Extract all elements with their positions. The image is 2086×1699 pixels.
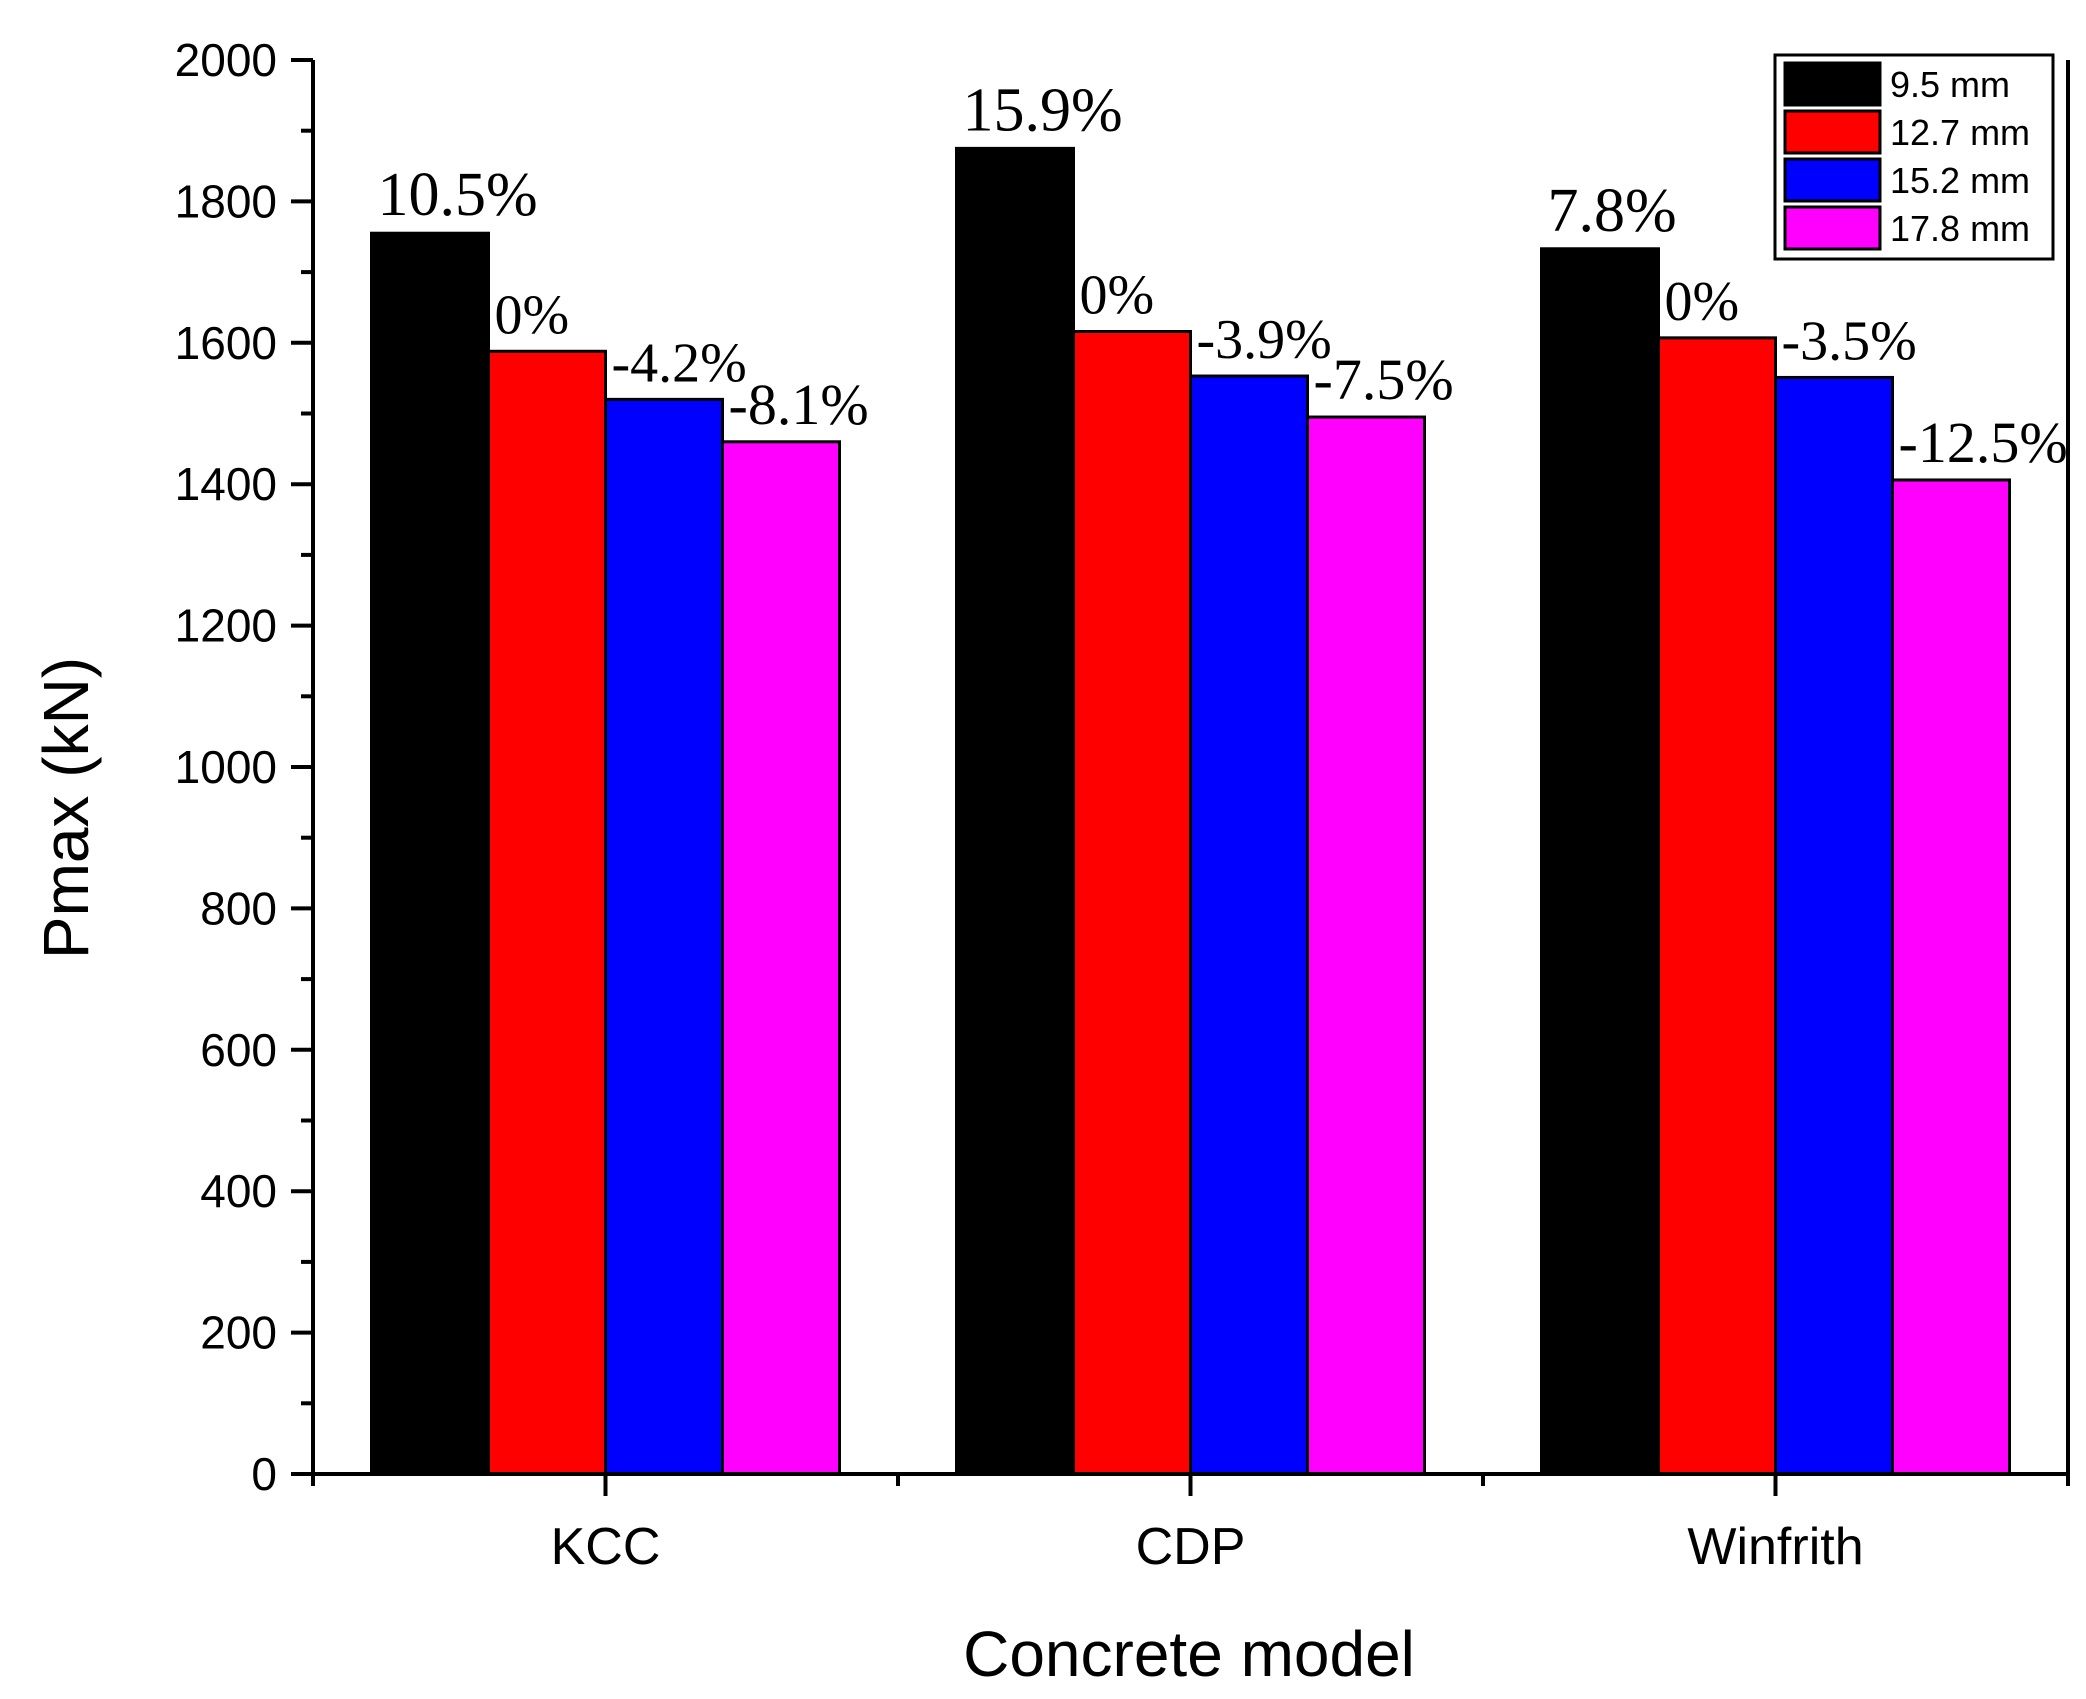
y-tick-label: 2000 [175,34,277,86]
data-label: 0% [495,284,570,346]
data-label: 15.9% [963,76,1123,144]
data-label: -12.5% [1899,410,2068,475]
axes-layer: 0 200 400 600 800 1000 1200 1400 1600 1800 2000 KCC… [175,34,2070,1576]
y-tick-label: 1200 [175,600,277,652]
legend-label: 9.5 mm [1890,64,2010,105]
bar-cdp-17-8-mm [1306,415,1426,1476]
data-label: -3.9% [1197,309,1332,371]
y-tick-label: 1600 [175,317,277,369]
legend-label: 17.8 mm [1890,208,2030,249]
bar-kcc-9-5-mm [370,231,490,1476]
y-tick-label: 1000 [175,741,277,793]
bar-kcc-17-8-mm [721,440,841,1476]
legend-swatch [1783,205,1882,251]
bar-winfrith-17-8-mm [1891,478,2011,1476]
x-tick-label: Winfrith [1687,1518,1863,1576]
x-tick-label: KCC [551,1518,661,1576]
bar-winfrith-15-2-mm [1774,375,1894,1476]
y-tick-label: 1400 [175,458,277,510]
data-label: -7.5% [1314,347,1454,412]
legend-label: 15.2 mm [1890,160,2030,201]
bar-kcc-12-7-mm [487,349,607,1476]
y-tick-label: 600 [200,1024,277,1076]
bars-layer [370,146,2011,1476]
data-label: -8.1% [729,372,869,437]
y-tick-label: 200 [200,1307,277,1359]
data-label: -4.2% [612,332,747,394]
bar-winfrith-9-5-mm [1540,247,1660,1476]
data-label: 10.5% [378,161,538,229]
bar-cdp-9-5-mm [955,146,1075,1476]
bar-cdp-12-7-mm [1072,329,1192,1476]
bar-cdp-15-2-mm [1189,374,1309,1476]
y-tick-label: 1800 [175,175,277,227]
data-label: -3.5% [1782,310,1917,372]
bar-kcc-15-2-mm [604,397,724,1476]
legend: 9.5 mm 12.7 mm 15.2 mm 17.8 mm [1773,53,2055,261]
y-tick-label: 800 [200,882,277,934]
x-tick-label: CDP [1136,1518,1246,1576]
data-label: 7.8% [1548,177,1677,245]
x-axis-title: Concrete model [963,1618,1415,1690]
legend-label: 12.7 mm [1890,112,2030,153]
data-label: 0% [1080,264,1155,326]
bar-winfrith-12-7-mm [1657,336,1777,1476]
y-tick-label: 0 [251,1448,277,1500]
data-labels-layer: 10.5% 0% -4.2%-8.1% 15.9% 0% -3.9%-7.5% 7.8% 0%… [378,76,2068,475]
data-label: 0% [1665,271,1740,333]
y-axis-title: Pmax (kN) [30,657,102,959]
legend-swatch [1783,61,1882,107]
y-tick-label: 400 [200,1165,277,1217]
legend-swatch [1783,109,1882,155]
legend-swatch [1783,157,1882,203]
